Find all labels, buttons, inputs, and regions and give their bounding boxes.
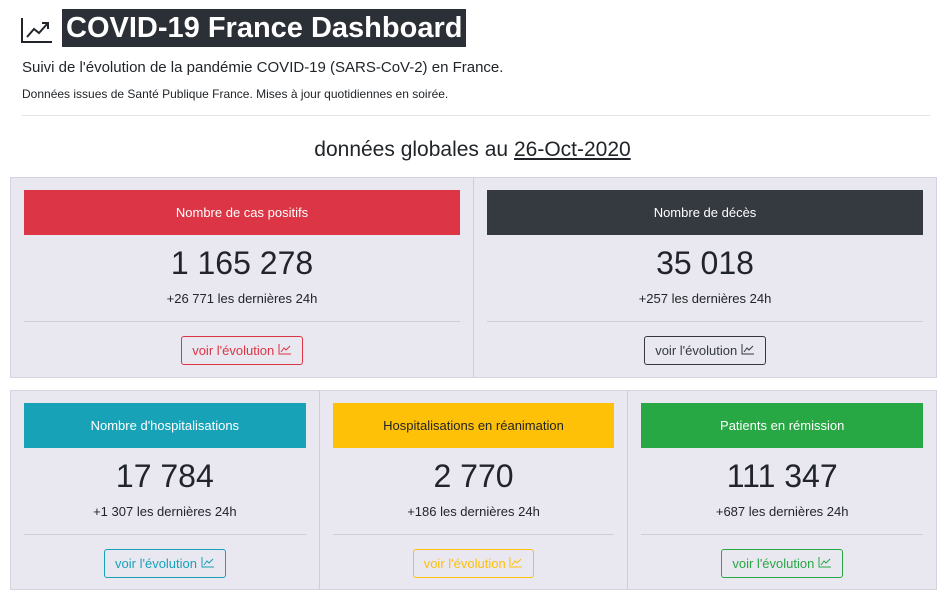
page: COVID-19 France Dashboard Suivi de l'évo… xyxy=(0,9,945,590)
card-value: 1 165 278 xyxy=(170,245,314,281)
trend-icon xyxy=(201,557,214,568)
evolution-button[interactable]: voir l'évolution xyxy=(181,336,303,365)
evolution-button[interactable]: voir l'évolution xyxy=(412,549,535,578)
card-delta: +26 771 les dernières 24h xyxy=(166,291,318,306)
card-header: Nombre de cas positifs xyxy=(24,190,460,235)
subtitle: Suivi de l'évolution de la pandémie COVI… xyxy=(22,59,504,76)
card-header: Nombre de décès xyxy=(487,190,923,235)
card-header: Patients en rémission xyxy=(641,403,924,448)
card-divider xyxy=(641,534,924,535)
card-value: 17 784 xyxy=(115,458,214,494)
card-header: Hospitalisations en réanimation xyxy=(332,403,615,448)
card-header: Nombre d'hospitalisations xyxy=(24,403,306,448)
summary-date[interactable]: 26-Oct-2020 xyxy=(513,138,631,161)
card-delta: +257 les dernières 24h xyxy=(638,291,772,306)
card-value: 2 770 xyxy=(433,458,514,494)
trend-icon xyxy=(509,557,523,568)
card-row: Nombre d'hospitalisations 17 784 +1 307 le… xyxy=(10,390,937,590)
stat-card: Patients en rémission 111 347 +687 les der… xyxy=(627,391,936,589)
card-divider xyxy=(24,534,306,535)
card-value: 35 018 xyxy=(656,245,754,281)
card-divider xyxy=(487,321,923,322)
card-delta: +687 les dernières 24h xyxy=(715,504,849,519)
stat-card: Nombre de cas positifs 1 165 278 +26 771 l… xyxy=(11,178,473,377)
trend-icon xyxy=(278,344,291,355)
evolution-button[interactable]: voir l'évolution xyxy=(644,336,766,365)
trend-icon xyxy=(741,344,754,355)
summary-label: données globales au xyxy=(314,138,509,161)
card-value: 111 347 xyxy=(726,458,838,494)
card-divider xyxy=(332,534,615,535)
trend-icon xyxy=(21,18,52,43)
stat-card: Hospitalisations en réanimation 2 770 +186… xyxy=(318,391,628,589)
card-delta: +1 307 les dernières 24h xyxy=(93,504,237,519)
card-delta: +186 les dernières 24h xyxy=(407,504,540,519)
divider xyxy=(22,115,930,116)
card-row: Nombre de cas positifs 1 165 278 +26 771 l… xyxy=(10,177,937,378)
note: Données issues de Santé Publique France.… xyxy=(22,87,449,101)
summary-heading: données globales au 26-Oct-2020 xyxy=(0,138,945,162)
stat-card: Nombre de décès 35 018 +257 les dernières … xyxy=(473,178,936,377)
evolution-button[interactable]: voir l'évolution xyxy=(721,549,843,578)
page-title: COVID-19 France Dashboard xyxy=(62,9,467,47)
card-divider xyxy=(24,321,460,322)
trend-icon xyxy=(818,557,831,568)
evolution-button[interactable]: voir l'évolution xyxy=(104,549,226,578)
stat-card: Nombre d'hospitalisations 17 784 +1 307 le… xyxy=(11,391,319,589)
